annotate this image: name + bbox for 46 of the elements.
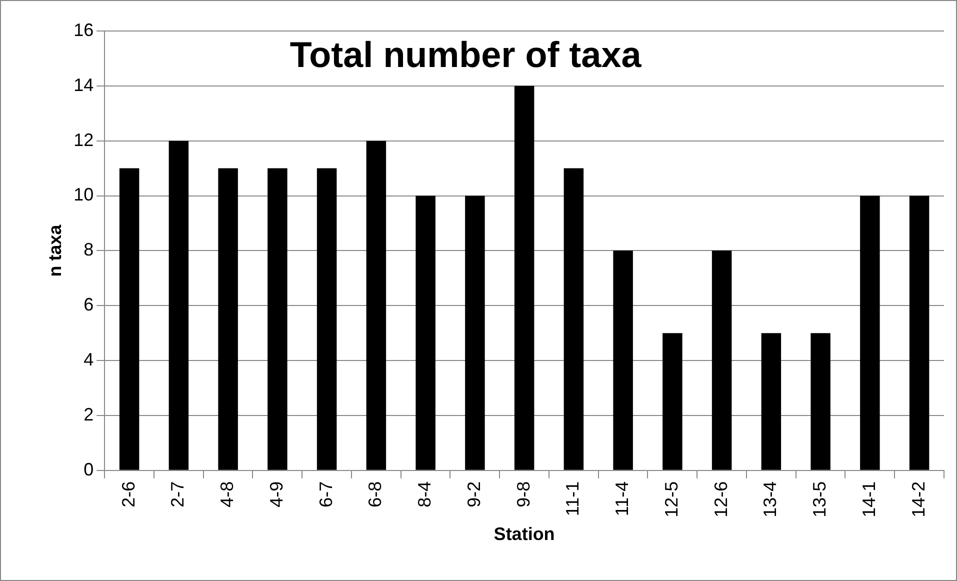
x-tick-label: 4-9 — [266, 481, 286, 508]
y-tick-label: 0 — [84, 459, 94, 480]
bar — [168, 140, 189, 470]
y-tick-label: 16 — [74, 20, 94, 40]
bar — [119, 168, 140, 470]
bar — [860, 196, 880, 470]
bar — [316, 168, 337, 470]
bar — [366, 140, 386, 470]
bar — [465, 196, 485, 470]
bar — [564, 168, 584, 470]
y-tick-label: 14 — [74, 74, 94, 95]
bar — [416, 196, 436, 470]
x-tick-label: 2-6 — [118, 481, 138, 508]
bar — [761, 333, 782, 470]
x-tick-label: 13-5 — [810, 481, 830, 518]
x-tick-label: 11-4 — [612, 481, 632, 516]
bar — [613, 250, 633, 470]
bar — [909, 196, 930, 470]
bar — [218, 168, 238, 470]
y-tick-label: 6 — [84, 294, 94, 315]
x-tick-label: 12-5 — [661, 481, 682, 518]
x-tick-label: 6-7 — [316, 481, 336, 508]
x-tick-label: 4-8 — [217, 481, 238, 508]
x-tick-label: 14-2 — [908, 481, 928, 518]
y-tick-label: 10 — [74, 184, 94, 205]
x-tick-label: 9-8 — [513, 481, 534, 508]
bar — [514, 86, 534, 470]
y-tick-label: 12 — [74, 130, 94, 150]
x-tick-label: 11-1 — [562, 481, 583, 516]
y-axis-title: n taxa — [44, 224, 65, 277]
y-tick-label: 4 — [84, 350, 94, 370]
x-axis-title: Station — [494, 524, 555, 544]
x-tick-label: 8-4 — [414, 481, 435, 508]
bar — [810, 333, 830, 470]
bar — [268, 168, 288, 470]
x-tick-label: 6-8 — [365, 481, 386, 508]
x-tick-label: 9-2 — [464, 481, 484, 508]
x-tick-label: 14-1 — [858, 481, 879, 518]
bar — [712, 250, 732, 470]
chart-title: Total number of taxa — [290, 34, 642, 75]
x-tick-label: 2-7 — [168, 481, 188, 508]
bar — [662, 333, 682, 470]
y-tick-label: 2 — [84, 404, 94, 424]
x-tick-label: 13-4 — [760, 481, 780, 518]
x-tick-label: 12-6 — [710, 481, 731, 518]
y-tick-label: 8 — [84, 240, 94, 260]
